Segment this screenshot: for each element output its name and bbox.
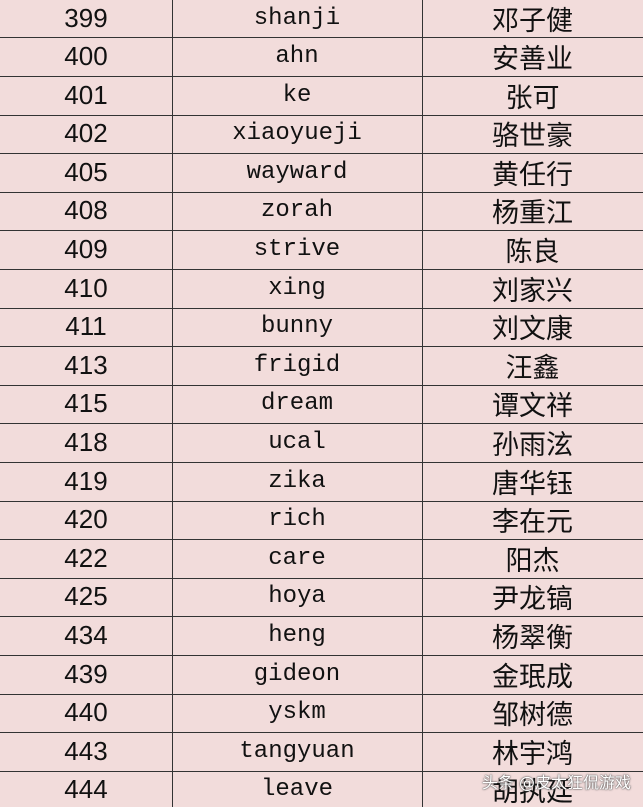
table-cell: 420 xyxy=(64,504,108,535)
table-cell: 443 xyxy=(64,735,108,766)
table-cell: 阳杰 xyxy=(505,545,560,576)
row-border xyxy=(0,500,643,502)
row-border xyxy=(0,114,643,116)
table-cell: 尹龙镐 xyxy=(492,584,573,615)
table-cell: 黄任行 xyxy=(492,159,573,190)
table-cell: 410 xyxy=(64,272,108,303)
table-cell: 440 xyxy=(64,697,108,728)
table-cell: 陈良 xyxy=(505,237,560,268)
table-cell: zorah xyxy=(260,197,333,225)
row-border xyxy=(0,230,643,232)
table-cell: 骆世豪 xyxy=(492,121,573,152)
table-cell: bunny xyxy=(260,313,333,341)
table-cell: 408 xyxy=(64,195,108,226)
table-cell: ucal xyxy=(268,429,326,457)
table-cell: 邹树德 xyxy=(492,700,573,731)
table-cell: 402 xyxy=(64,118,108,149)
table-cell: 刘文康 xyxy=(492,314,573,345)
table-cell: 409 xyxy=(64,234,108,265)
row-border xyxy=(0,770,643,772)
table-cell: ahn xyxy=(275,43,319,71)
row-border xyxy=(0,577,643,579)
row-border xyxy=(0,384,643,386)
row-border xyxy=(0,539,643,541)
table-cell: 411 xyxy=(65,311,107,342)
table-cell: 425 xyxy=(64,581,108,612)
row-border xyxy=(0,37,643,39)
table-cell: shanji xyxy=(253,4,341,32)
table-cell: yskm xyxy=(268,699,326,727)
row-border xyxy=(0,307,643,309)
row-border xyxy=(0,346,643,348)
table-cell: 419 xyxy=(64,465,108,496)
row-border xyxy=(0,75,643,77)
table-cell: xing xyxy=(268,274,326,302)
table-cell: hoya xyxy=(268,583,326,611)
table-cell: heng xyxy=(268,622,326,650)
table-cell: rich xyxy=(268,506,326,534)
table-cell: 415 xyxy=(64,388,108,419)
table-cell: 413 xyxy=(64,349,108,380)
table-cell: 422 xyxy=(64,542,108,573)
table-cell: 金珉成 xyxy=(492,661,573,692)
table-cell: 401 xyxy=(64,79,108,110)
table-cell: 刘家兴 xyxy=(492,275,573,306)
row-border xyxy=(0,654,643,656)
table-cell: 张可 xyxy=(505,82,560,113)
table-cell: dream xyxy=(260,390,333,418)
table-cell: strive xyxy=(253,236,341,264)
table-cell: 林宇鸿 xyxy=(492,738,573,769)
table-cell: 邓子健 xyxy=(492,5,573,36)
table-cell: 杨翠衡 xyxy=(492,623,573,654)
table-cell: 405 xyxy=(64,156,108,187)
table-cell: 胡执廷 xyxy=(492,777,573,807)
table-cell: 杨重江 xyxy=(492,198,573,229)
table-cell: 418 xyxy=(64,427,108,458)
table-cell: 444 xyxy=(64,774,108,805)
table-cell: 李在元 xyxy=(492,507,573,538)
table-cell: wayward xyxy=(246,158,348,186)
row-border xyxy=(0,732,643,734)
table-cell: gideon xyxy=(253,660,341,688)
table-cell: 439 xyxy=(64,658,108,689)
row-border xyxy=(0,191,643,193)
row-border xyxy=(0,461,643,463)
table-cell: 434 xyxy=(64,620,108,651)
table-cell: leave xyxy=(260,776,333,804)
table-cell: 400 xyxy=(64,41,108,72)
table-cell: tangyuan xyxy=(239,737,355,765)
table-cell: 唐华钰 xyxy=(492,468,573,499)
watermark: 头条 @皮太狂侃游戏 xyxy=(481,773,631,792)
table-cell: 安善业 xyxy=(492,44,573,75)
row-border xyxy=(0,153,643,155)
table-cell: care xyxy=(268,544,326,572)
table-cell: xiaoyueji xyxy=(232,120,362,148)
table-cell: 谭文祥 xyxy=(492,391,573,422)
table-cell: 399 xyxy=(64,2,108,33)
table-cell: frigid xyxy=(253,351,341,379)
row-border xyxy=(0,423,643,425)
table-cell: ke xyxy=(282,81,312,109)
row-border xyxy=(0,268,643,270)
column-border xyxy=(422,0,423,807)
column-border xyxy=(172,0,173,807)
row-border xyxy=(0,616,643,618)
table-cell: zika xyxy=(268,467,326,495)
table-cell: 孙雨泫 xyxy=(492,430,573,461)
table-cell: 汪鑫 xyxy=(505,352,560,383)
row-border xyxy=(0,693,643,695)
